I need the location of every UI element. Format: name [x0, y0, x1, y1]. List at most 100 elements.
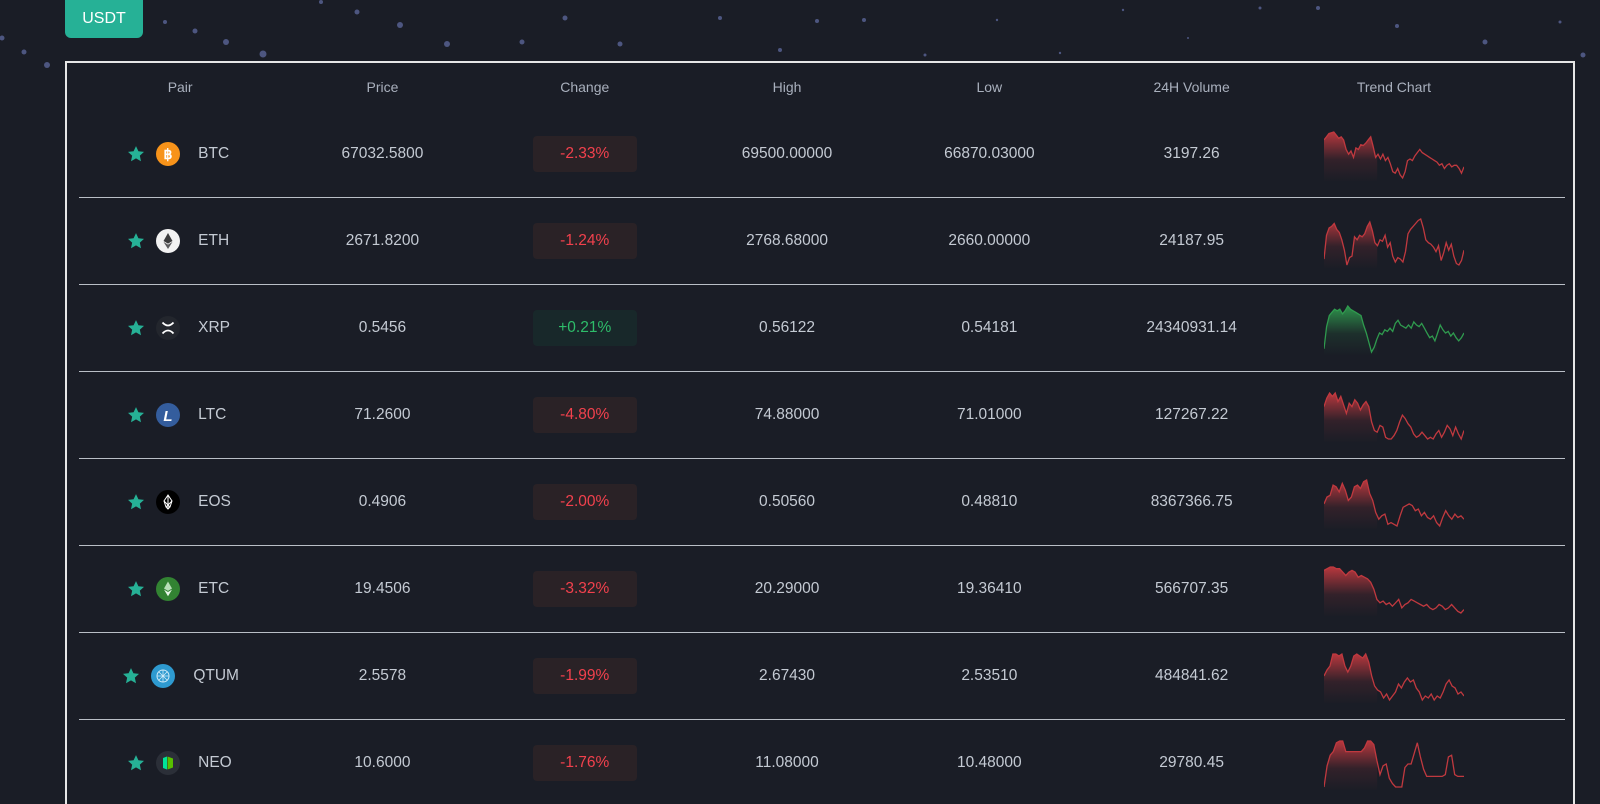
pair-symbol[interactable]: XRP: [198, 319, 231, 336]
column-header-volume[interactable]: 24H Volume: [1153, 79, 1230, 95]
column-header-low[interactable]: Low: [976, 79, 1003, 95]
change-cell: -1.76%: [484, 745, 686, 781]
change-badge[interactable]: -2.00%: [532, 484, 637, 520]
favorite-star-icon[interactable]: [126, 753, 146, 773]
trend-chart: [1293, 474, 1495, 530]
volume-cell: 8367366.75: [1150, 493, 1233, 510]
low-cell: 10.48000: [957, 754, 1022, 771]
volume-cell: 29780.45: [1159, 754, 1224, 771]
price-cell: 10.6000: [354, 754, 411, 771]
high-cell: 0.50560: [759, 493, 816, 510]
volume-cell: 127267.22: [1154, 406, 1229, 423]
pair-symbol[interactable]: BTC: [198, 145, 230, 162]
pair-symbol[interactable]: LTC: [198, 406, 227, 423]
pair-cell: EOS: [79, 490, 281, 514]
high-cell: 74.88000: [754, 406, 820, 423]
table-row-neo[interactable]: NEO 10.6000 -1.76% 11.08000 10.48000 297…: [79, 720, 1565, 804]
favorite-star-icon[interactable]: [121, 666, 141, 686]
favorite-star-icon[interactable]: [126, 144, 146, 164]
price-cell: 19.4506: [354, 580, 411, 597]
change-badge[interactable]: +0.21%: [532, 310, 637, 346]
favorite-star-icon[interactable]: [126, 492, 146, 512]
change-badge[interactable]: -1.99%: [532, 658, 637, 694]
volume-cell: 24340931.14: [1146, 319, 1237, 336]
volume-cell: 24187.95: [1159, 232, 1224, 249]
pair-symbol[interactable]: ETH: [198, 232, 230, 249]
market-table-frame: Pair Price Change High Low 24H Volume Tr…: [65, 61, 1575, 804]
change-cell: -2.00%: [484, 484, 686, 520]
xrp-icon: [156, 316, 181, 340]
price-cell: 71.2600: [354, 406, 411, 423]
trend-chart: [1293, 300, 1495, 356]
change-badge[interactable]: -2.33%: [532, 136, 637, 172]
ethereum-classic-icon: [156, 577, 181, 601]
favorite-star-icon[interactable]: [126, 405, 146, 425]
trend-chart: [1293, 561, 1495, 617]
low-cell: 0.48810: [961, 493, 1018, 510]
bitcoin-icon: ฿: [156, 142, 181, 166]
price-cell: 0.4906: [358, 493, 407, 510]
high-cell: 2.67430: [759, 667, 816, 684]
pair-symbol[interactable]: QTUM: [193, 667, 239, 684]
table-row-qtum[interactable]: QTUM 2.5578 -1.99% 2.67430 2.53510 48484…: [79, 633, 1565, 720]
table-row-etc[interactable]: ETC 19.4506 -3.32% 20.29000 19.36410 566…: [79, 546, 1565, 633]
high-cell: 11.08000: [755, 754, 819, 771]
table-row-ltc[interactable]: L LTC 71.2600 -4.80% 74.88000 71.01000 1…: [79, 372, 1565, 459]
pair-symbol[interactable]: EOS: [198, 493, 231, 510]
change-cell: -1.24%: [484, 223, 686, 259]
pair-cell: NEO: [79, 751, 281, 775]
low-cell: 2.53510: [961, 667, 1018, 684]
column-header-trend: Trend Chart: [1356, 79, 1432, 95]
change-cell: -1.99%: [484, 658, 686, 694]
pair-symbol[interactable]: ETC: [198, 580, 230, 597]
pair-symbol[interactable]: NEO: [198, 754, 232, 771]
market-table: Pair Price Change High Low 24H Volume Tr…: [79, 63, 1565, 804]
price-cell: 0.5456: [358, 319, 407, 336]
pair-cell: ETC: [79, 577, 281, 601]
svg-text:L: L: [164, 408, 173, 425]
price-cell: 67032.5800: [341, 145, 424, 162]
pair-cell: QTUM: [79, 664, 281, 688]
pair-cell: ETH: [79, 229, 281, 253]
high-cell: 20.29000: [754, 580, 820, 597]
trend-chart: [1293, 387, 1495, 443]
change-badge[interactable]: -1.24%: [532, 223, 637, 259]
column-header-pair[interactable]: Pair: [167, 79, 193, 95]
table-row-xrp[interactable]: XRP 0.5456 +0.21% 0.56122 0.54181 243409…: [79, 285, 1565, 372]
favorite-star-icon[interactable]: [126, 318, 146, 338]
low-cell: 71.01000: [957, 406, 1022, 423]
high-cell: 69500.00000: [741, 145, 833, 162]
low-cell: 2660.00000: [948, 232, 1031, 249]
column-header-high[interactable]: High: [772, 79, 802, 95]
table-header: Pair Price Change High Low 24H Volume Tr…: [79, 63, 1565, 111]
pair-cell: XRP: [79, 316, 281, 340]
quote-currency-button[interactable]: USDT: [65, 0, 143, 38]
favorite-star-icon[interactable]: [126, 579, 146, 599]
change-badge[interactable]: -4.80%: [532, 397, 637, 433]
change-badge[interactable]: -1.76%: [532, 745, 637, 781]
price-cell: 2.5578: [358, 667, 407, 684]
pair-cell: ฿ BTC: [79, 142, 281, 166]
eos-icon: [156, 490, 181, 514]
change-badge[interactable]: -3.32%: [532, 571, 637, 607]
change-cell: -2.33%: [484, 136, 686, 172]
svg-text:฿: ฿: [164, 146, 173, 162]
low-cell: 66870.03000: [944, 145, 1035, 162]
column-header-price[interactable]: Price: [366, 79, 399, 95]
high-cell: 0.56122: [759, 319, 816, 336]
column-header-change[interactable]: Change: [560, 79, 610, 95]
litecoin-icon: L: [156, 403, 181, 427]
change-cell: +0.21%: [484, 310, 686, 346]
low-cell: 19.36410: [957, 580, 1022, 597]
table-row-eos[interactable]: EOS 0.4906 -2.00% 0.50560 0.48810 836736…: [79, 459, 1565, 546]
favorite-star-icon[interactable]: [126, 231, 146, 251]
change-cell: -3.32%: [484, 571, 686, 607]
trend-chart: [1293, 648, 1495, 704]
table-row-eth[interactable]: ETH 2671.8200 -1.24% 2768.68000 2660.000…: [79, 198, 1565, 285]
volume-cell: 566707.35: [1154, 580, 1229, 597]
trend-chart: [1293, 213, 1495, 269]
change-cell: -4.80%: [484, 397, 686, 433]
table-row-btc[interactable]: ฿ BTC 67032.5800 -2.33% 69500.00000 6687…: [79, 111, 1565, 198]
low-cell: 0.54181: [961, 319, 1018, 336]
price-cell: 2671.8200: [345, 232, 420, 249]
